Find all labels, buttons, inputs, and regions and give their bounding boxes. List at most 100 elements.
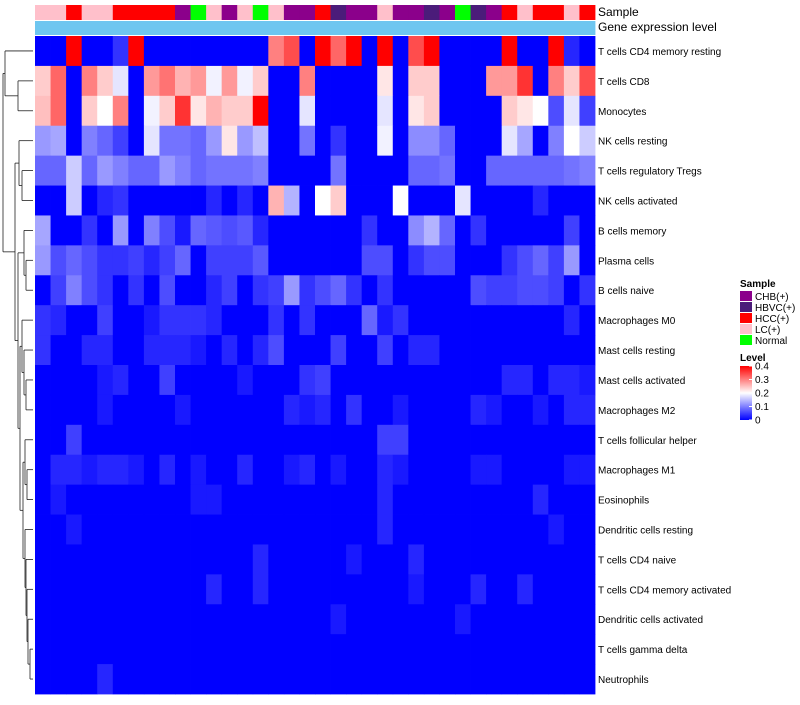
heatmap-cell: [283, 335, 300, 366]
heatmap-cell: [206, 604, 223, 635]
heatmap-cell: [143, 664, 160, 695]
heatmap-cell: [283, 484, 300, 515]
expression-annotation-cell: [299, 21, 316, 35]
heatmap-cell: [455, 125, 471, 157]
heatmap-cell: [579, 365, 596, 396]
heatmap-cell: [408, 544, 425, 575]
heatmap-cell: [423, 484, 440, 515]
row-label: NK cells resting: [598, 137, 667, 148]
sample-annotation-cell: [470, 5, 487, 20]
heatmap-cell: [579, 664, 596, 695]
heatmap-cell: [532, 335, 549, 366]
expression-annotation-cell: [392, 21, 409, 35]
heatmap-cell: [470, 95, 487, 127]
heatmap-cell: [128, 574, 145, 605]
heatmap-cell: [563, 245, 580, 276]
heatmap-cell: [392, 155, 409, 186]
heatmap-cell: [112, 394, 129, 426]
heatmap-cell: [346, 65, 363, 97]
sample-annotation-cell: [221, 5, 238, 20]
heatmap-cell: [190, 125, 207, 157]
heatmap-cell: [563, 185, 580, 216]
heatmap-cell: [97, 484, 114, 515]
heatmap-cell: [252, 65, 269, 97]
heatmap-cell: [159, 484, 176, 515]
heatmap-cell: [392, 514, 409, 545]
heatmap-cell: [112, 275, 129, 306]
heatmap-cell: [346, 155, 363, 186]
heatmap-cell: [439, 365, 456, 396]
heatmap-cell: [50, 335, 67, 366]
heatmap-cell: [190, 245, 207, 276]
heatmap-cell: [346, 245, 363, 276]
heatmap-cell: [50, 544, 67, 575]
heatmap-cell: [501, 305, 518, 336]
sample-annotation-cell: [50, 5, 67, 20]
heatmap-cell: [392, 634, 409, 665]
colorbar-tick-label: 0.1: [755, 402, 769, 413]
heatmap-cell: [128, 664, 145, 695]
heatmap-cell: [190, 365, 207, 396]
heatmap-cell: [361, 604, 378, 635]
heatmap-cell: [579, 335, 596, 366]
heatmap-cell: [563, 484, 580, 515]
heatmap-cell: [190, 424, 207, 456]
heatmap-cell: [330, 634, 347, 665]
heatmap-cell: [252, 155, 269, 186]
heatmap-cell: [330, 454, 347, 486]
heatmap-cell: [112, 604, 129, 635]
heatmap-cell: [268, 95, 285, 127]
heatmap-cell: [268, 215, 285, 246]
heatmap-cell: [486, 574, 503, 605]
heatmap-cell: [377, 424, 394, 456]
heatmap-cell: [112, 185, 129, 216]
heatmap-cell: [268, 574, 285, 605]
heatmap-cell: [128, 185, 145, 216]
heatmap-cell: [392, 185, 409, 216]
row-label: NK cells activated: [598, 197, 677, 208]
heatmap-cell: [470, 394, 487, 426]
heatmap-cell: [455, 634, 471, 665]
heatmap-cell: [392, 424, 409, 456]
heatmap-cell: [190, 185, 207, 216]
heatmap-cell: [548, 155, 565, 186]
heatmap-cell: [268, 36, 285, 67]
sample-legend: Sample CHB(+)HBVC(+)HCC(+)LC(+)Normal: [740, 279, 795, 347]
heatmap-cell: [221, 155, 238, 186]
heatmap-cell: [268, 454, 285, 486]
heatmap-cell: [128, 424, 145, 456]
heatmap-cell: [346, 305, 363, 336]
row-labels: T cells CD4 memory resting T cells CD8 Mon…: [598, 47, 731, 686]
heatmap-cell: [532, 185, 549, 216]
row-label: T cells follicular helper: [598, 436, 697, 447]
colorbar-tick-label: 0.3: [755, 375, 769, 386]
heatmap-cell: [81, 245, 98, 276]
heatmap-cell: [423, 394, 440, 426]
heatmap-cell: [97, 424, 114, 456]
heatmap-cell: [206, 514, 223, 545]
heatmap-cell: [35, 424, 51, 456]
row-dendrogram: [2, 50, 33, 680]
heatmap-cell: [330, 245, 347, 276]
heatmap-cell: [392, 305, 409, 336]
heatmap-cell: [548, 394, 565, 426]
heatmap-cell: [81, 394, 98, 426]
heatmap-cell: [532, 275, 549, 306]
heatmap-cell: [346, 335, 363, 366]
heatmap-cell: [35, 604, 51, 635]
heatmap-cell: [392, 664, 409, 695]
expression-annotation-cell: [175, 21, 191, 35]
heatmap-cell: [50, 484, 67, 515]
heatmap-cell: [159, 215, 176, 246]
heatmap-cell: [237, 365, 254, 396]
heatmap-cell: [346, 95, 363, 127]
heatmap-cell: [175, 275, 191, 306]
heatmap-cell: [66, 335, 83, 366]
heatmap-cell: [579, 544, 596, 575]
heatmap-cell: [548, 95, 565, 127]
heatmap-cell: [392, 544, 409, 575]
row-label: Plasma cells: [598, 256, 654, 267]
heatmap-cell: [470, 634, 487, 665]
heatmap-cell: [392, 335, 409, 366]
